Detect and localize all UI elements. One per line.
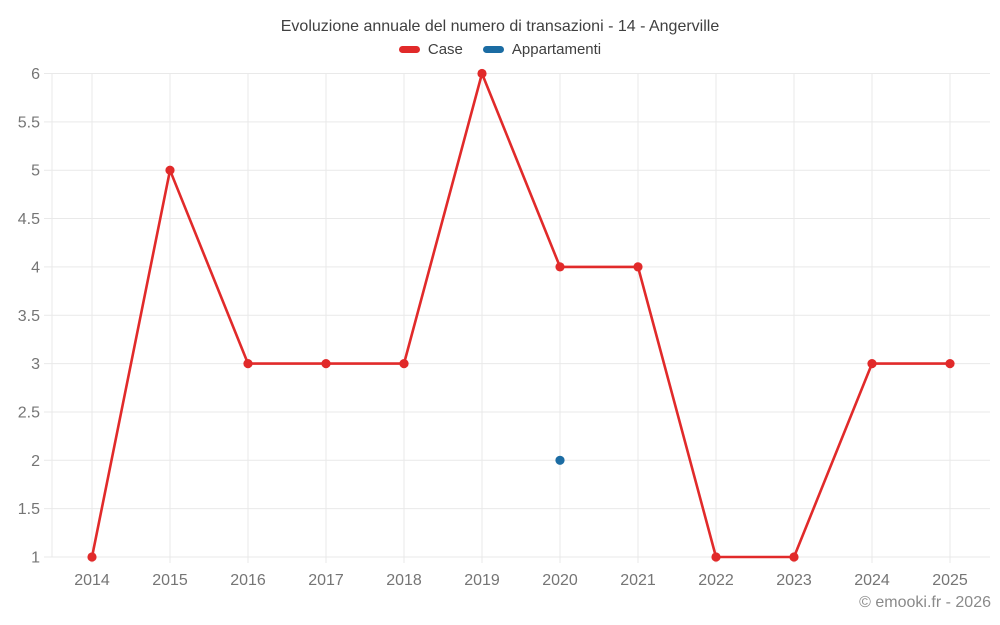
data-point-case-2015 [165, 165, 175, 175]
legend-label-appartamenti: Appartamenti [511, 41, 602, 58]
data-point-case-2018 [399, 359, 409, 369]
series-line-case [90, 72, 952, 559]
x-tick-label: 2023 [776, 572, 812, 589]
y-tick-label: 2 [31, 453, 40, 470]
chart-title: Evoluzione annuale del numero di transaz… [280, 18, 720, 35]
data-point-case-2016 [243, 359, 253, 369]
y-tick-label: 4.5 [18, 211, 40, 228]
x-tick-label: 2016 [230, 572, 266, 589]
legend-item-appartamenti[interactable]: Appartamenti [482, 41, 602, 58]
data-point-case-2020 [555, 262, 565, 272]
appartamenti-series-swatch-icon [482, 46, 504, 53]
data-point-case-2023 [789, 552, 799, 562]
y-tick-label: 5.5 [18, 114, 40, 131]
data-point-case-2025 [945, 359, 955, 369]
data-point-case-2022 [711, 552, 721, 562]
y-tick-label: 3.5 [18, 308, 40, 325]
y-tick-label: 3 [31, 356, 40, 373]
y-tick-label: 2.5 [18, 404, 40, 421]
x-tick-label: 2015 [152, 572, 188, 589]
x-tick-label: 2019 [464, 572, 500, 589]
y-tick-label: 4 [31, 259, 40, 276]
data-point-appartamenti-2020 [555, 455, 565, 465]
legend-label-case: Case [427, 41, 463, 58]
x-tick-label: 2014 [74, 572, 110, 589]
legend-item-case[interactable]: Case [398, 41, 463, 58]
copyright-footer: © emooki.fr - 2026 [859, 594, 991, 611]
x-tick-label: 2018 [386, 572, 422, 589]
x-tick-label: 2021 [620, 572, 656, 589]
y-tick-label: 5 [31, 163, 40, 180]
case-series-swatch-icon [398, 46, 420, 53]
x-tick-label: 2022 [698, 572, 734, 589]
y-tick-label: 6 [31, 66, 40, 83]
x-tick-label: 2020 [542, 572, 578, 589]
data-point-case-2019 [477, 68, 487, 79]
data-point-case-2017 [321, 359, 331, 369]
x-tick-label: 2024 [854, 572, 890, 589]
y-tick-label: 1.5 [18, 501, 40, 518]
x-tick-label: 2017 [308, 572, 344, 589]
data-point-case-2024 [867, 359, 877, 369]
y-tick-label: 1 [31, 550, 40, 567]
legend: Case Appartamenti [0, 41, 1000, 58]
x-tick-label: 2025 [932, 572, 968, 589]
data-point-case-2014 [87, 552, 97, 562]
data-point-case-2021 [633, 262, 643, 272]
